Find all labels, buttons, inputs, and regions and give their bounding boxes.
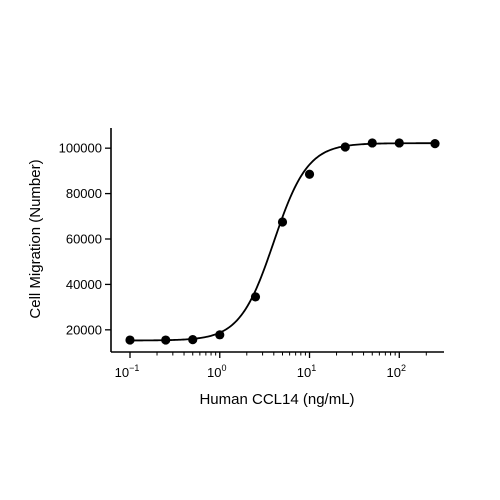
x-axis: 10−1 100 101 102 bbox=[111, 351, 444, 380]
data-point bbox=[277, 217, 288, 227]
y-tick-label: 60000 bbox=[66, 232, 102, 247]
data-point bbox=[340, 142, 350, 152]
x-tick-label: 101 bbox=[297, 363, 316, 380]
y-tick-label: 20000 bbox=[66, 322, 102, 337]
y-tick-label: 80000 bbox=[66, 186, 102, 201]
plot-area bbox=[125, 138, 440, 345]
data-point bbox=[250, 292, 261, 302]
data-point bbox=[125, 335, 135, 345]
y-tick-label: 100000 bbox=[59, 141, 102, 156]
data-point bbox=[215, 330, 225, 340]
y-tick-label: 40000 bbox=[66, 277, 102, 292]
fit-curve bbox=[129, 142, 435, 342]
data-point bbox=[161, 335, 171, 345]
data-point bbox=[430, 139, 440, 149]
y-axis: 20000 40000 60000 80000 100000 bbox=[59, 128, 112, 352]
y-axis-title: Cell Migration (Number) bbox=[27, 159, 44, 318]
x-axis-title: Human CCL14 (ng/mL) bbox=[199, 391, 354, 408]
x-tick-label: 100 bbox=[207, 363, 226, 380]
x-tick-label: 10−1 bbox=[115, 363, 140, 380]
data-point bbox=[304, 169, 315, 179]
data-point bbox=[188, 334, 198, 345]
data-point bbox=[367, 138, 377, 148]
x-tick-label: 102 bbox=[387, 363, 406, 380]
data-point bbox=[394, 138, 404, 148]
